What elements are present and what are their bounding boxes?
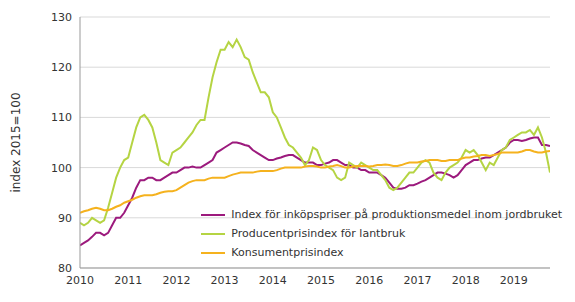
html-text:Index för inköpspriser på prod: Index för inköpspriser på produktionsmed…: [231, 208, 562, 221]
svg-text:120: 120: [51, 61, 72, 74]
svg-text:2010: 2010: [66, 274, 94, 287]
svg-text:100: 100: [51, 162, 72, 175]
svg-text:130: 130: [51, 11, 72, 24]
svg-text:80: 80: [58, 262, 72, 275]
svg-text:90: 90: [58, 212, 72, 225]
svg-text:index 2015=100: index 2015=100: [9, 92, 23, 192]
svg-text:2011: 2011: [114, 274, 142, 287]
svg-text:2014: 2014: [259, 274, 287, 287]
svg-text:2018: 2018: [452, 274, 480, 287]
svg-text:2019: 2019: [500, 274, 528, 287]
svg-text:2016: 2016: [355, 274, 383, 287]
svg-text:110: 110: [51, 111, 72, 124]
html-text:Konsumentprisindex: Konsumentprisindex: [231, 246, 344, 259]
svg-text:2017: 2017: [403, 274, 431, 287]
svg-text:2015: 2015: [307, 274, 335, 287]
svg-text:2012: 2012: [162, 274, 190, 287]
html-text:Producentprisindex för lantbru: Producentprisindex för lantbruk: [231, 227, 406, 240]
svg-text:2013: 2013: [211, 274, 239, 287]
